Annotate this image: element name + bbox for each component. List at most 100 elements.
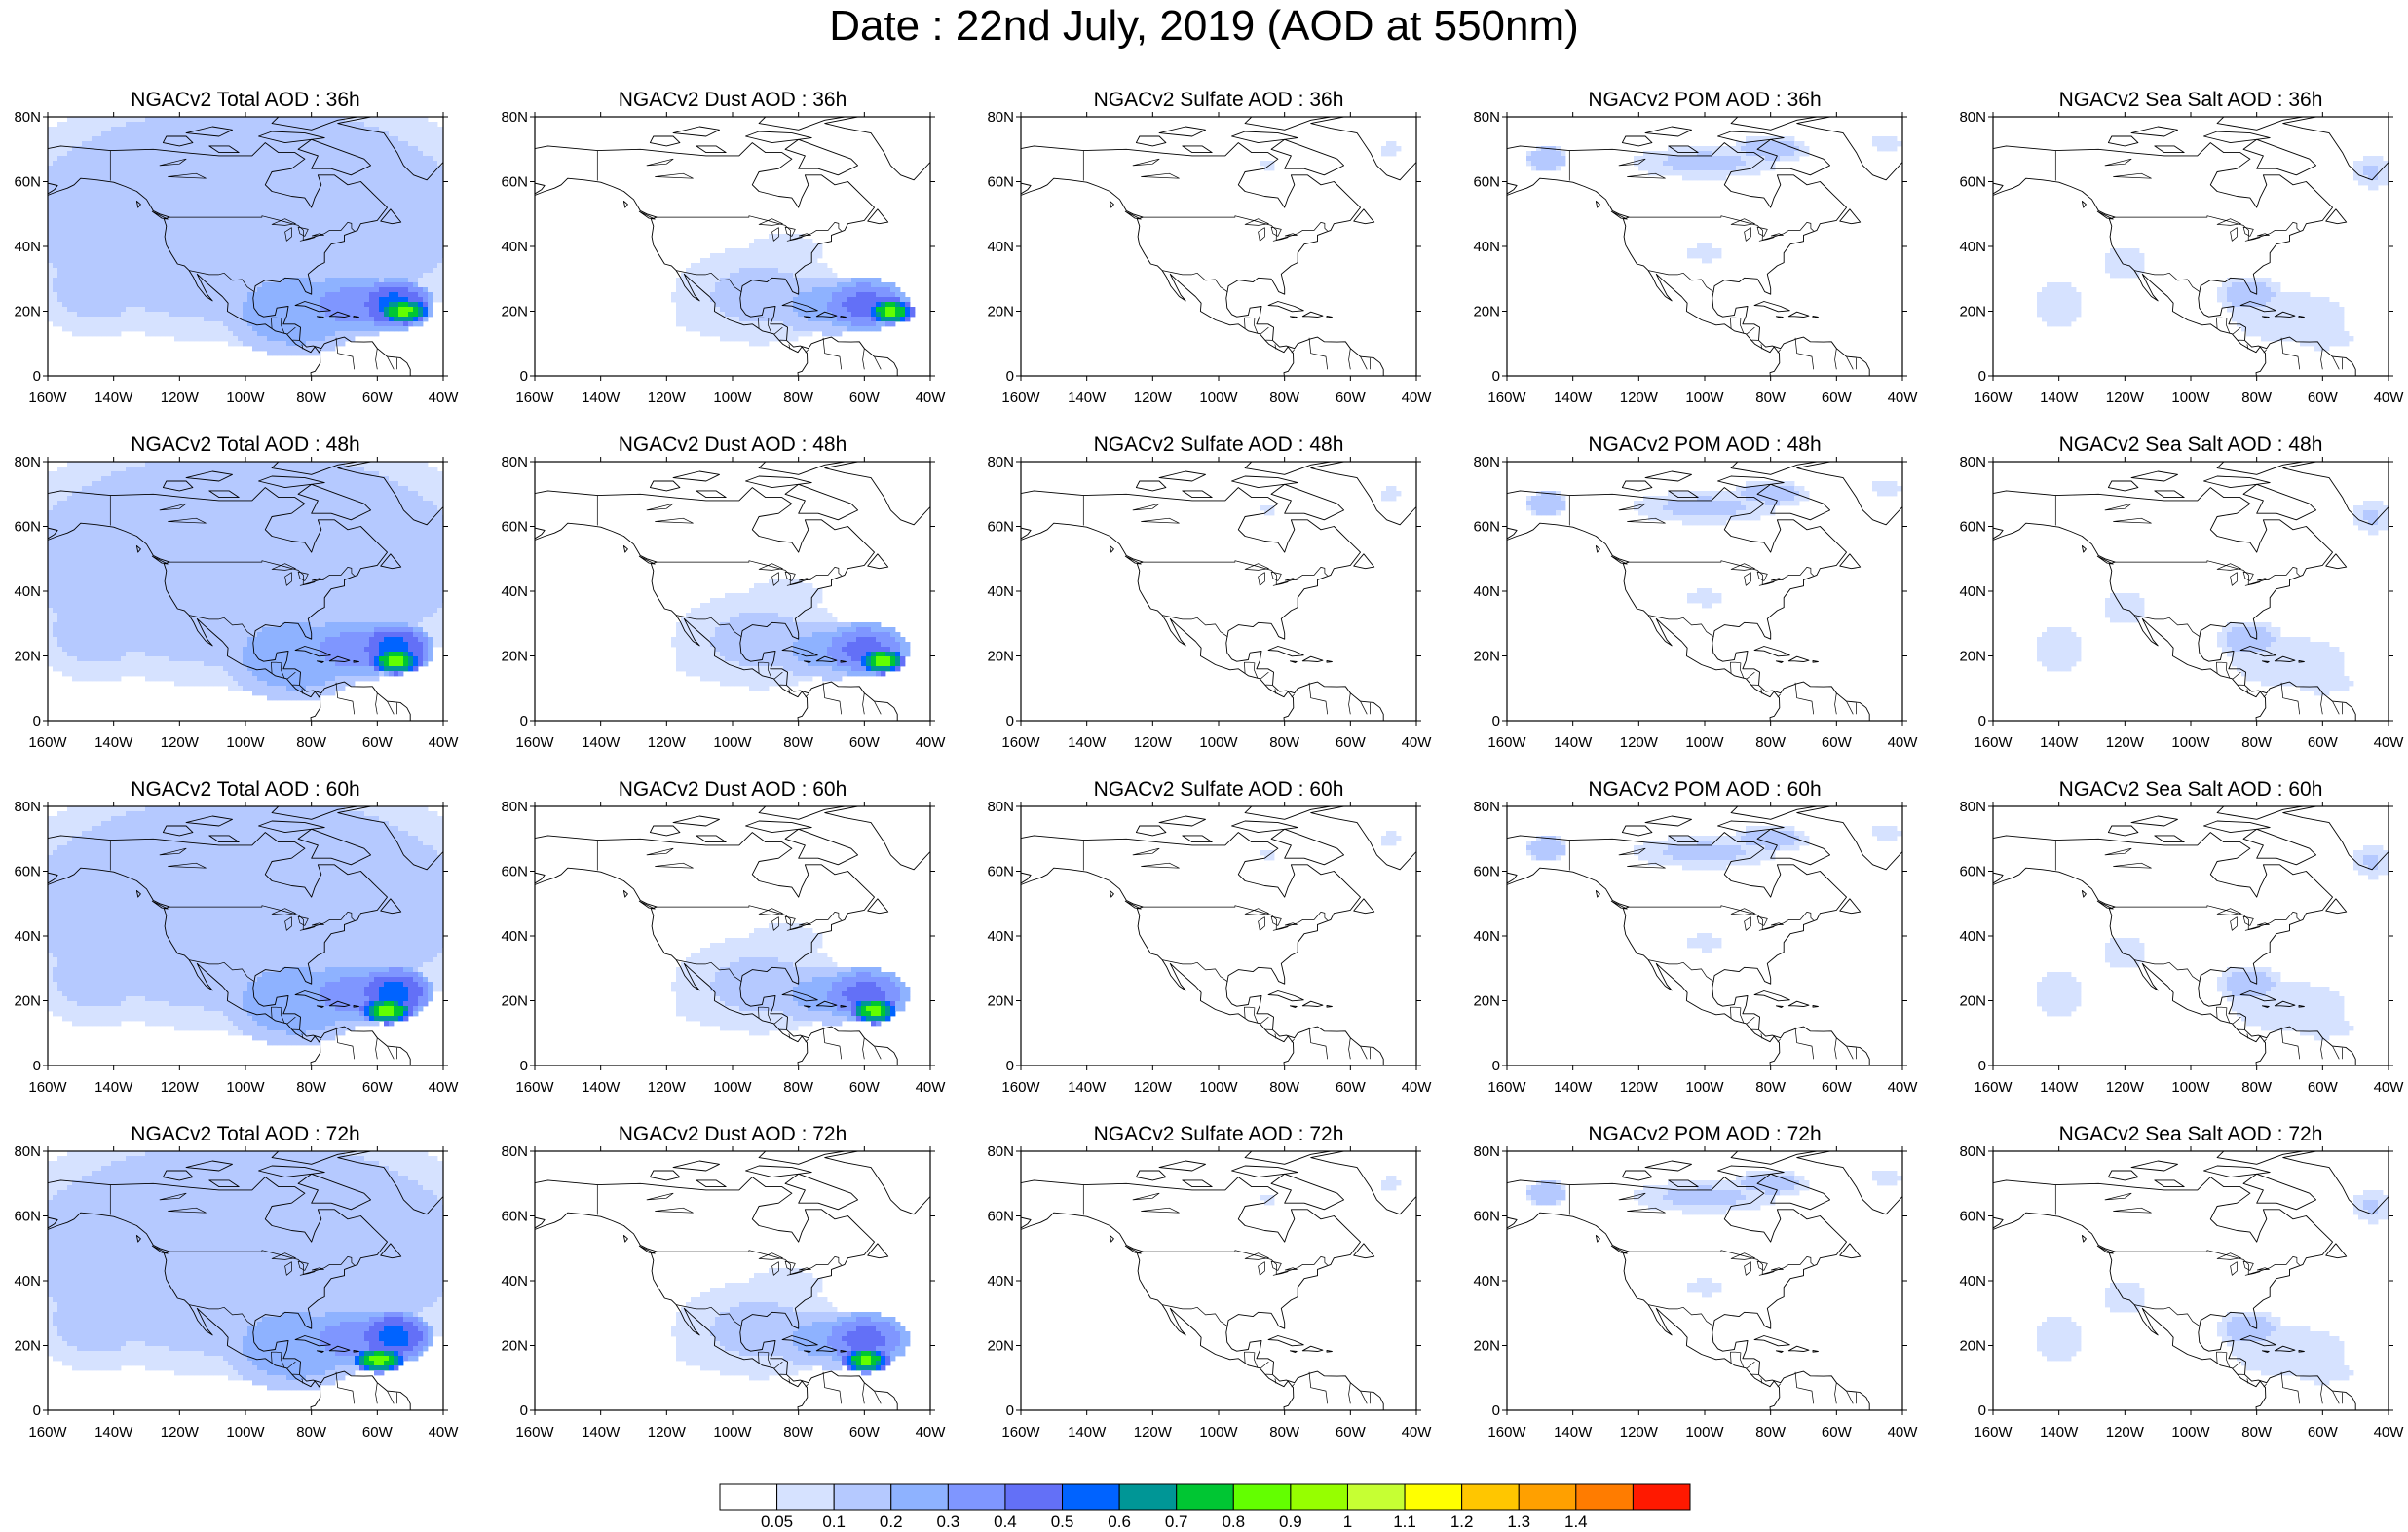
lon-tick-label: 120W [161, 1079, 200, 1096]
colorbar-label: 0.4 [994, 1513, 1017, 1532]
lon-tick-label: 160W [515, 734, 554, 751]
lon-tick-label: 120W [2106, 1424, 2145, 1440]
lon-tick-label: 140W [2040, 390, 2079, 406]
lon-tick-label: 80W [296, 1424, 327, 1440]
lat-tick-label: 60N [14, 519, 41, 536]
lon-tick-label: 100W [1685, 1424, 1724, 1440]
lon-tick-label: 140W [94, 1079, 133, 1096]
lat-tick-label: 60N [14, 174, 41, 191]
lon-tick-label: 100W [2171, 734, 2210, 751]
lon-tick-label: 100W [713, 390, 752, 406]
lon-tick-label: 100W [1685, 1079, 1724, 1096]
lat-tick-label: 40N [987, 1273, 1014, 1289]
lat-tick-label: 80N [1959, 454, 1986, 470]
lon-tick-label: 60W [849, 390, 881, 406]
lat-tick-label: 0 [1006, 1058, 1014, 1074]
colorbar-boxes [719, 1483, 1691, 1511]
lat-tick-label: 80N [1959, 1143, 1986, 1160]
lat-tick-label: 20N [1473, 993, 1500, 1010]
lon-tick-label: 160W [1974, 734, 2013, 751]
lat-tick-label: 0 [520, 368, 528, 385]
lon-tick-label: 120W [648, 1424, 687, 1440]
aod-field [48, 462, 447, 700]
lon-tick-label: 160W [28, 390, 67, 406]
lon-tick-label: 60W [849, 1079, 881, 1096]
lat-tick-label: 60N [987, 864, 1014, 880]
lon-tick-label: 40W [1402, 390, 1433, 406]
coastlines [508, 806, 930, 1068]
lat-tick-label: 60N [987, 174, 1014, 191]
lon-tick-label: 100W [226, 1424, 265, 1440]
aod-field [2037, 845, 2392, 1040]
lat-tick-label: 40N [14, 239, 41, 255]
lat-tick-label: 40N [501, 1273, 528, 1289]
lat-tick-label: 40N [1959, 928, 1986, 945]
lat-tick-label: 0 [1978, 1058, 1986, 1074]
lon-tick-label: 100W [1199, 1424, 1238, 1440]
lon-tick-label: 140W [1068, 390, 1107, 406]
lat-tick-label: 0 [1492, 1402, 1500, 1419]
lon-tick-label: 40W [429, 1424, 460, 1440]
lat-tick-label: 60N [14, 864, 41, 880]
lon-tick-label: 120W [161, 734, 200, 751]
colorbar-label: 1.2 [1450, 1513, 1474, 1532]
lon-tick-label: 120W [648, 1079, 687, 1096]
lon-tick-label: 160W [515, 390, 554, 406]
colorbar-label: 0.7 [1165, 1513, 1188, 1532]
lon-tick-label: 40W [1402, 1424, 1433, 1440]
aod-field [671, 579, 910, 691]
colorbar-label: 0.1 [822, 1513, 846, 1532]
lat-tick-label: 0 [33, 1402, 41, 1419]
lat-tick-label: 80N [1473, 799, 1500, 815]
lat-tick-label: 80N [987, 109, 1014, 126]
lon-tick-label: 160W [28, 1424, 67, 1440]
lon-tick-label: 100W [1199, 390, 1238, 406]
lat-tick-label: 80N [1959, 799, 1986, 815]
lat-tick-label: 80N [501, 1143, 528, 1160]
aod-field [48, 806, 447, 1045]
lat-tick-label: 60N [1473, 864, 1500, 880]
lat-tick-label: 0 [1978, 368, 1986, 385]
lon-tick-label: 100W [1199, 734, 1238, 751]
lon-tick-label: 140W [1554, 1079, 1593, 1096]
coastlines [995, 806, 1416, 1068]
figure-title: Date : 22nd July, 2019 (AOD at 550nm) [0, 2, 2408, 51]
lon-tick-label: 80W [1755, 1079, 1787, 1096]
lat-tick-label: 40N [987, 583, 1014, 600]
lat-tick-label: 40N [501, 239, 528, 255]
lon-tick-label: 80W [296, 1079, 327, 1096]
lon-tick-label: 60W [362, 1424, 394, 1440]
lat-tick-label: 0 [1978, 713, 1986, 729]
coastlines [995, 462, 1416, 724]
lon-tick-label: 100W [713, 1079, 752, 1096]
lon-tick-label: 80W [1269, 1424, 1300, 1440]
colorbar-box [1405, 1484, 1462, 1510]
lon-tick-label: 100W [713, 1424, 752, 1440]
aod-field [671, 923, 910, 1035]
lon-tick-label: 140W [2040, 1079, 2079, 1096]
lon-tick-label: 140W [582, 734, 621, 751]
lon-tick-label: 120W [1620, 1424, 1659, 1440]
lat-tick-label: 80N [1473, 454, 1500, 470]
lon-tick-label: 160W [1974, 1079, 2013, 1096]
lat-tick-label: 40N [501, 928, 528, 945]
lon-tick-label: 160W [28, 734, 67, 751]
lon-tick-label: 160W [1487, 1424, 1526, 1440]
lat-tick-label: 20N [1959, 993, 1986, 1010]
lon-tick-label: 140W [1554, 1424, 1593, 1440]
lon-tick-label: 120W [1134, 1424, 1173, 1440]
